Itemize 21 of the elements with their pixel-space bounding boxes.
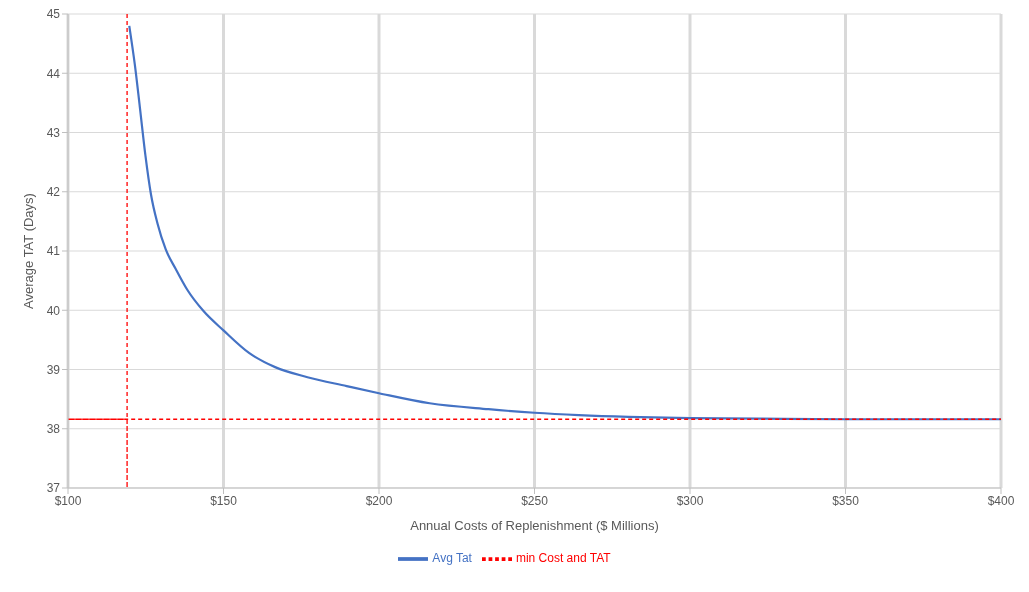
y-tick-label: 41 <box>46 244 61 259</box>
x-axis-title: Annual Costs of Replenishment ($ Millions) <box>410 518 659 533</box>
x-tick-label: $300 <box>676 493 704 508</box>
x-tick-label: $350 <box>832 493 860 508</box>
y-tick-label: 40 <box>46 303 61 318</box>
y-axis-title: Average TAT (Days) <box>20 193 36 309</box>
y-tick-label: 44 <box>46 66 61 81</box>
x-tick-label: $150 <box>210 493 238 508</box>
y-tick-label: 45 <box>46 7 61 22</box>
x-tick-label: $200 <box>365 493 393 508</box>
y-tick-label: 38 <box>46 422 61 437</box>
line-series <box>128 24 1001 421</box>
x-tick-label: $400 <box>987 493 1015 508</box>
y-tick-label: 37 <box>46 481 61 496</box>
y-tick-label: 43 <box>46 125 61 140</box>
legend-label: Avg Tat <box>432 551 472 566</box>
y-tick-label: 39 <box>46 362 61 377</box>
x-tick-label: $100 <box>54 493 82 508</box>
x-tick-label: $250 <box>521 493 549 508</box>
y-tick-label: 42 <box>46 185 61 200</box>
legend-label: min Cost and TAT <box>515 551 611 566</box>
